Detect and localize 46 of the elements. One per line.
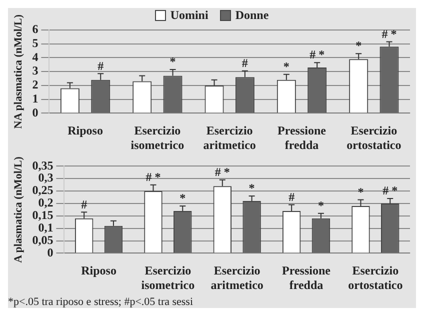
text: *p<.05 tra riposo e stress; #p<.05 tra sessi bbox=[8, 296, 194, 308]
y-tick-label: 0,15 bbox=[32, 208, 54, 222]
y-tick-label: 6 bbox=[32, 22, 38, 36]
data-label: # * bbox=[214, 164, 230, 179]
x-tick-label: Esercizio ortostatico bbox=[346, 123, 402, 152]
data-label: * bbox=[283, 59, 290, 74]
y-tick-label: 0,35 bbox=[32, 158, 54, 172]
x-tick-label: Riposo bbox=[68, 123, 103, 138]
x-tick-label: Esercizio isometrico bbox=[130, 123, 184, 152]
y-tick-label: 0,25 bbox=[32, 183, 54, 198]
data-label: # bbox=[81, 197, 88, 212]
x-tick-label: Riposo bbox=[81, 263, 116, 278]
x-tick-label: Esercizio isometrico bbox=[141, 263, 195, 292]
data-label: * bbox=[170, 54, 176, 69]
x-tick-label: Esercizio aritmetico bbox=[210, 263, 264, 292]
legend-label: Donne bbox=[235, 8, 269, 23]
x-tick-label: Pressione fredda bbox=[278, 123, 327, 152]
data-label: # * bbox=[382, 184, 398, 198]
data-label: * bbox=[318, 198, 324, 213]
data-label: # bbox=[98, 58, 104, 73]
x-tick-label: Pressione fredda bbox=[282, 263, 332, 292]
data-label: * bbox=[180, 191, 186, 206]
legend-label: Uomini bbox=[170, 8, 208, 23]
y-tick-label: 2 bbox=[32, 78, 38, 92]
y-tick-label: 5 bbox=[32, 36, 38, 50]
data-label: # * bbox=[382, 26, 397, 41]
data-label: # * bbox=[310, 48, 325, 62]
y-tick-label: 0,2 bbox=[38, 196, 54, 210]
y-tick-label: 0 bbox=[32, 105, 38, 120]
y-tick-label: 1 bbox=[32, 91, 38, 106]
data-label: * bbox=[248, 181, 255, 196]
y-tick-label: 3 bbox=[32, 64, 38, 78]
y-tick-label: 0,3 bbox=[38, 170, 54, 185]
x-tick-label: Esercizio aritmetico bbox=[203, 123, 256, 152]
data-label: * bbox=[356, 38, 362, 53]
data-label: * bbox=[358, 184, 364, 199]
y-axis-title: A plasmatica (nMol/L) bbox=[12, 156, 24, 263]
y-tick-label: 0,1 bbox=[38, 220, 54, 234]
y-tick-label: 0,05 bbox=[32, 232, 54, 247]
x-tick-label: Esercizio ortostatico bbox=[348, 263, 403, 292]
y-tick-label: 4 bbox=[32, 50, 38, 64]
data-label: # bbox=[288, 190, 295, 204]
data-label: # bbox=[242, 56, 248, 70]
y-tick-label: 0 bbox=[47, 245, 54, 260]
y-axis-title: NA plasmatica (nMol/L) bbox=[12, 14, 24, 129]
data-label: # * bbox=[146, 170, 161, 184]
